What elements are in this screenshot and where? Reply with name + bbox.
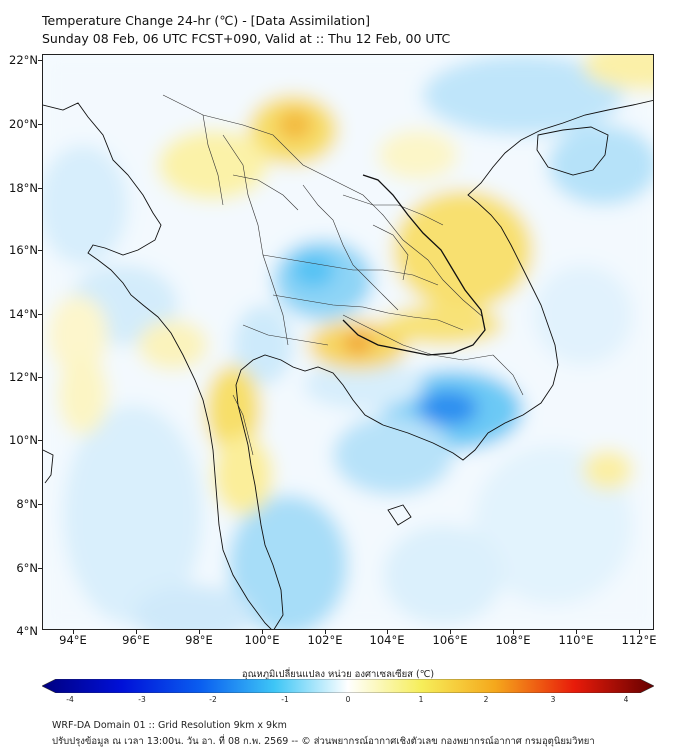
colorbar-tick: -1 <box>281 695 289 704</box>
national-border <box>342 174 486 356</box>
map-subtitle: Sunday 08 Feb, 06 UTC FCST+090, Valid at… <box>42 31 451 46</box>
colorbar-tick: -2 <box>209 695 217 704</box>
lon-tick <box>576 630 577 634</box>
colorbar-tick: 3 <box>550 695 556 704</box>
lon-tick <box>387 630 388 634</box>
colorbar-tick: -3 <box>138 695 146 704</box>
lat-tick <box>38 568 42 569</box>
colorbar-label: อุณหภูมิเปลี่ยนแปลง หน่วย องศาเซลเซียส (… <box>241 669 435 680</box>
lon-tick <box>136 630 137 634</box>
lon-tick <box>450 630 451 634</box>
temperature-field <box>43 55 653 629</box>
footer-credit: ปรับปรุงข้อมูล ณ เวลา 13:00น. วัน อา. ที… <box>52 736 595 747</box>
colorbar-tick: 4 <box>623 695 629 704</box>
map-title: Temperature Change 24-hr (℃) - [Data Ass… <box>42 13 371 28</box>
lon-tick <box>325 630 326 634</box>
lat-label: 20°N <box>9 117 38 131</box>
lon-label: 94°E <box>59 633 87 647</box>
lon-label: 108°E <box>495 633 531 647</box>
lat-label: 14°N <box>9 307 38 321</box>
lon-label: 98°E <box>185 633 213 647</box>
lon-label: 96°E <box>122 633 150 647</box>
lat-label: 4°N <box>16 624 38 638</box>
map-canvas <box>43 55 653 629</box>
lat-label: 18°N <box>9 181 38 195</box>
lat-label: 22°N <box>9 53 38 67</box>
lon-label: 106°E <box>432 633 468 647</box>
temperature-change-map <box>42 54 654 630</box>
lat-tick <box>38 377 42 378</box>
lon-tick <box>73 630 74 634</box>
lat-tick <box>38 440 42 441</box>
lat-tick <box>38 504 42 505</box>
lat-tick <box>38 124 42 125</box>
lon-tick <box>513 630 514 634</box>
coastlines <box>43 99 653 629</box>
lon-label: 100°E <box>244 633 280 647</box>
lon-label: 104°E <box>369 633 405 647</box>
colorbar-ramp <box>42 679 654 693</box>
colorbar <box>42 679 654 693</box>
lon-tick <box>199 630 200 634</box>
lat-label: 8°N <box>16 497 38 511</box>
colorbar-tick: -4 <box>66 695 74 704</box>
lat-tick <box>38 250 42 251</box>
footer-model-info: WRF-DA Domain 01 :: Grid Resolution 9km … <box>52 720 287 731</box>
lon-tick <box>262 630 263 634</box>
colorbar-tick: 0 <box>345 695 351 704</box>
lat-label: 12°N <box>9 370 38 384</box>
lon-tick <box>639 630 640 634</box>
lon-label: 110°E <box>558 633 594 647</box>
lat-tick <box>38 314 42 315</box>
lat-tick <box>38 188 42 189</box>
lat-label: 6°N <box>16 561 38 575</box>
admin-borders <box>162 94 524 456</box>
colorbar-tick: 1 <box>418 695 424 704</box>
lon-label: 112°E <box>621 633 657 647</box>
lat-label: 10°N <box>9 433 38 447</box>
lat-label: 16°N <box>9 243 38 257</box>
lon-label: 102°E <box>307 633 343 647</box>
lat-tick <box>38 60 42 61</box>
colorbar-tick: 2 <box>483 695 489 704</box>
